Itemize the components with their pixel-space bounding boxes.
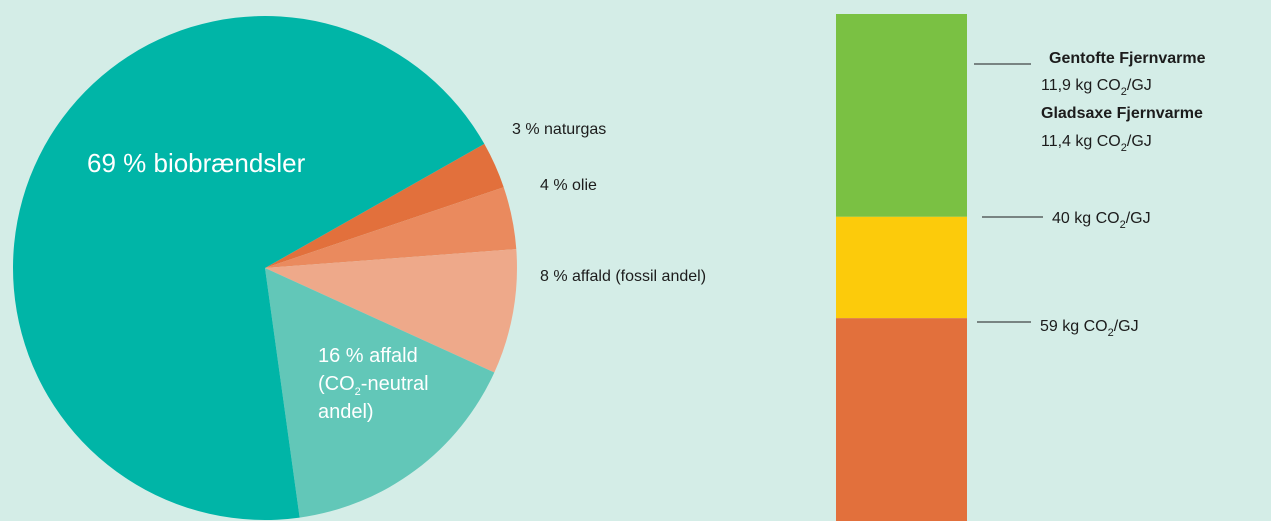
value-gentofte-pre: 11,9 kg CO xyxy=(1041,77,1121,94)
co2-prefix: (CO xyxy=(318,373,355,395)
value-59-pre: 59 kg CO xyxy=(1040,318,1108,335)
value-gladsaxe: 11,4 kg CO2/GJ xyxy=(1041,133,1152,154)
pie-label-affald-neutral: 16 % affald (CO2-neutral andel) xyxy=(318,345,429,423)
co2-suffix: -neutral xyxy=(361,373,429,395)
pie-slice-affald-fossil xyxy=(265,249,517,373)
value-40-sub: 2 xyxy=(1120,219,1126,231)
pie-label-affald-neutral-line2: (CO2-neutral xyxy=(318,373,429,398)
value-gladsaxe-pre: 11,4 kg CO xyxy=(1041,133,1121,150)
label-gentofte: Gentofte Fjernvarme xyxy=(1049,50,1206,67)
pie-slice-olie xyxy=(265,187,517,268)
pie-slice-affald-neutral xyxy=(265,268,495,518)
value-gentofte-sub: 2 xyxy=(1121,86,1127,98)
pie-slice-biobraendsler xyxy=(13,16,485,521)
pie-chart: 3 % naturgas 4 % olie 8 % affald (fossil… xyxy=(13,16,706,521)
value-gentofte-post: /GJ xyxy=(1127,77,1152,94)
bar-segment-yellow xyxy=(836,216,967,319)
bar-segment-orange xyxy=(836,318,967,521)
value-gladsaxe-post: /GJ xyxy=(1127,133,1152,150)
pie-label-olie: 4 % olie xyxy=(540,177,597,194)
value-59-sub: 2 xyxy=(1108,327,1114,339)
value-59: 59 kg CO2/GJ xyxy=(1040,318,1139,339)
value-gladsaxe-sub: 2 xyxy=(1121,142,1127,154)
pie-slices xyxy=(13,16,517,521)
label-gladsaxe: Gladsaxe Fjernvarme xyxy=(1041,105,1203,122)
value-59-post: /GJ xyxy=(1114,318,1139,335)
bar-segments xyxy=(836,14,967,521)
value-40: 40 kg CO2/GJ xyxy=(1052,210,1151,231)
pie-label-biobraendsler: 69 % biobrændsler xyxy=(87,148,306,178)
annotation-fjernvarme: Gentofte Fjernvarme 11,9 kg CO2/GJ Glads… xyxy=(1041,50,1206,154)
pie-label-affald-fossil: 8 % affald (fossil andel) xyxy=(540,268,706,285)
bar-segment-green xyxy=(836,14,967,217)
pie-slice-naturgas xyxy=(265,143,504,268)
value-40-pre: 40 kg CO xyxy=(1052,210,1120,227)
value-40-post: /GJ xyxy=(1126,210,1151,227)
pie-label-affald-neutral-line1: 16 % affald xyxy=(318,345,418,367)
value-gentofte: 11,9 kg CO2/GJ xyxy=(1041,77,1152,98)
pie-label-naturgas: 3 % naturgas xyxy=(512,121,606,138)
co2-subscript: 2 xyxy=(355,386,361,398)
pie-label-affald-neutral-line3: andel) xyxy=(318,401,374,423)
